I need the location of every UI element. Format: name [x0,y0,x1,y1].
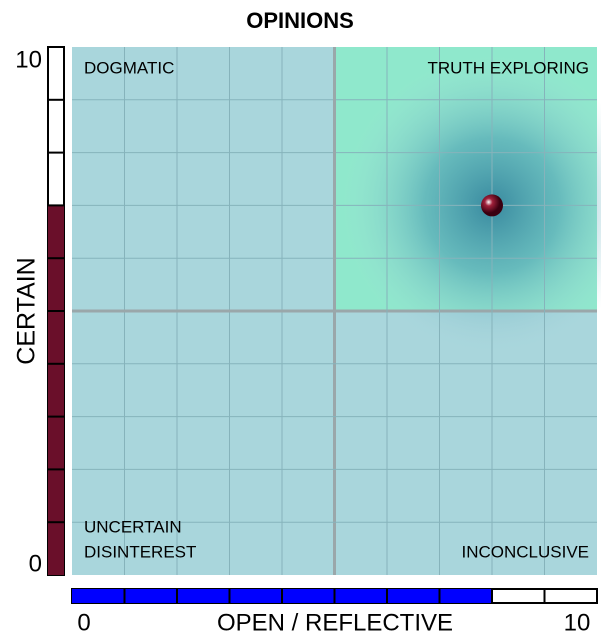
y-meter-fill [48,205,64,575]
y-axis-title: CERTAIN [13,257,41,364]
chart: OPINIONS OPEN / REFLECTIVE CERTAIN DOGMA… [0,0,601,639]
quadrant-label: INCONCLUSIVE [461,542,589,561]
data-point [481,194,503,216]
y-tick-label: 0 [29,550,42,577]
quadrant-label: UNCERTAIN [84,517,182,536]
quadrant-label: DISINTEREST [84,542,196,561]
chart-title: OPINIONS [246,8,354,33]
y-tick-label: 10 [15,46,42,73]
x-tick-label: 10 [564,609,591,636]
x-axis-title: OPEN / REFLECTIVE [217,609,453,636]
quadrant-label: DOGMATIC [84,58,174,77]
quadrant-label: TRUTH EXPLORING [427,58,589,77]
x-tick-label: 0 [77,609,90,636]
